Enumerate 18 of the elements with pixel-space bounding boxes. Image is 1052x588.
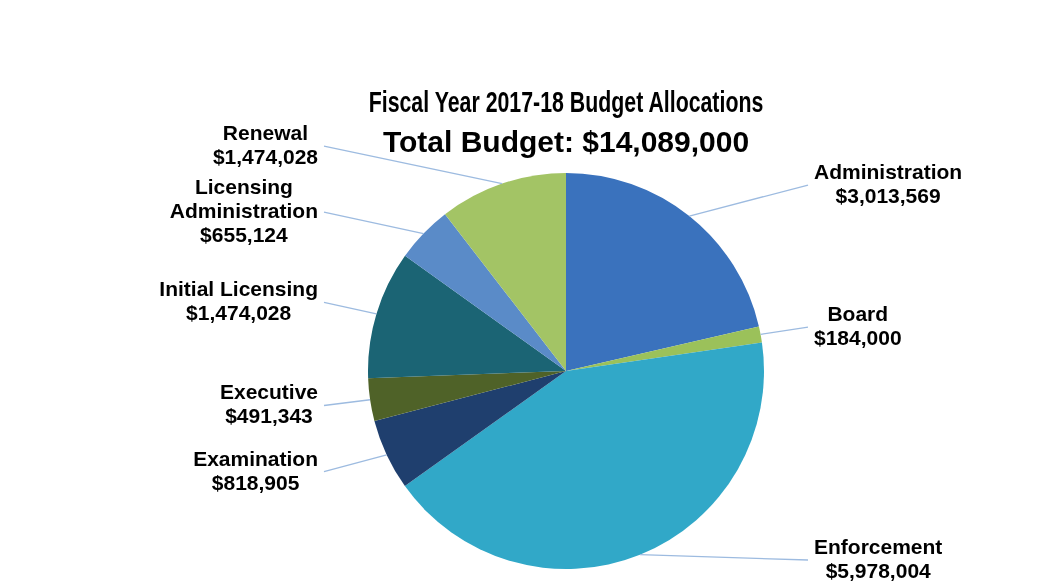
chart-subtitle: Total Budget: $14,089,000 xyxy=(382,125,750,159)
slice-label: Administration xyxy=(814,159,963,183)
slice-label: Renewal xyxy=(222,120,309,144)
data-label: $184,000 xyxy=(814,325,902,349)
data-label: $1,474,028 xyxy=(186,301,292,325)
chart-title: Fiscal Year 2017-18 Budget Allocations xyxy=(368,84,764,120)
data-label: $655,124 xyxy=(200,222,289,246)
slice-label: Executive xyxy=(219,380,318,404)
data-label: $5,978,004 xyxy=(825,558,932,582)
data-label: $491,343 xyxy=(225,404,313,428)
slice-label: Enforcement xyxy=(814,534,943,558)
slice-label: Board xyxy=(827,301,889,325)
data-label: $1,474,028 xyxy=(212,144,319,168)
slice-label: Licensing Administration xyxy=(169,174,318,222)
data-label: $818,905 xyxy=(211,470,300,494)
slice-label: Examination xyxy=(193,446,319,470)
slice-label: Initial Licensing xyxy=(159,277,319,301)
data-label: $3,013,569 xyxy=(835,183,941,207)
